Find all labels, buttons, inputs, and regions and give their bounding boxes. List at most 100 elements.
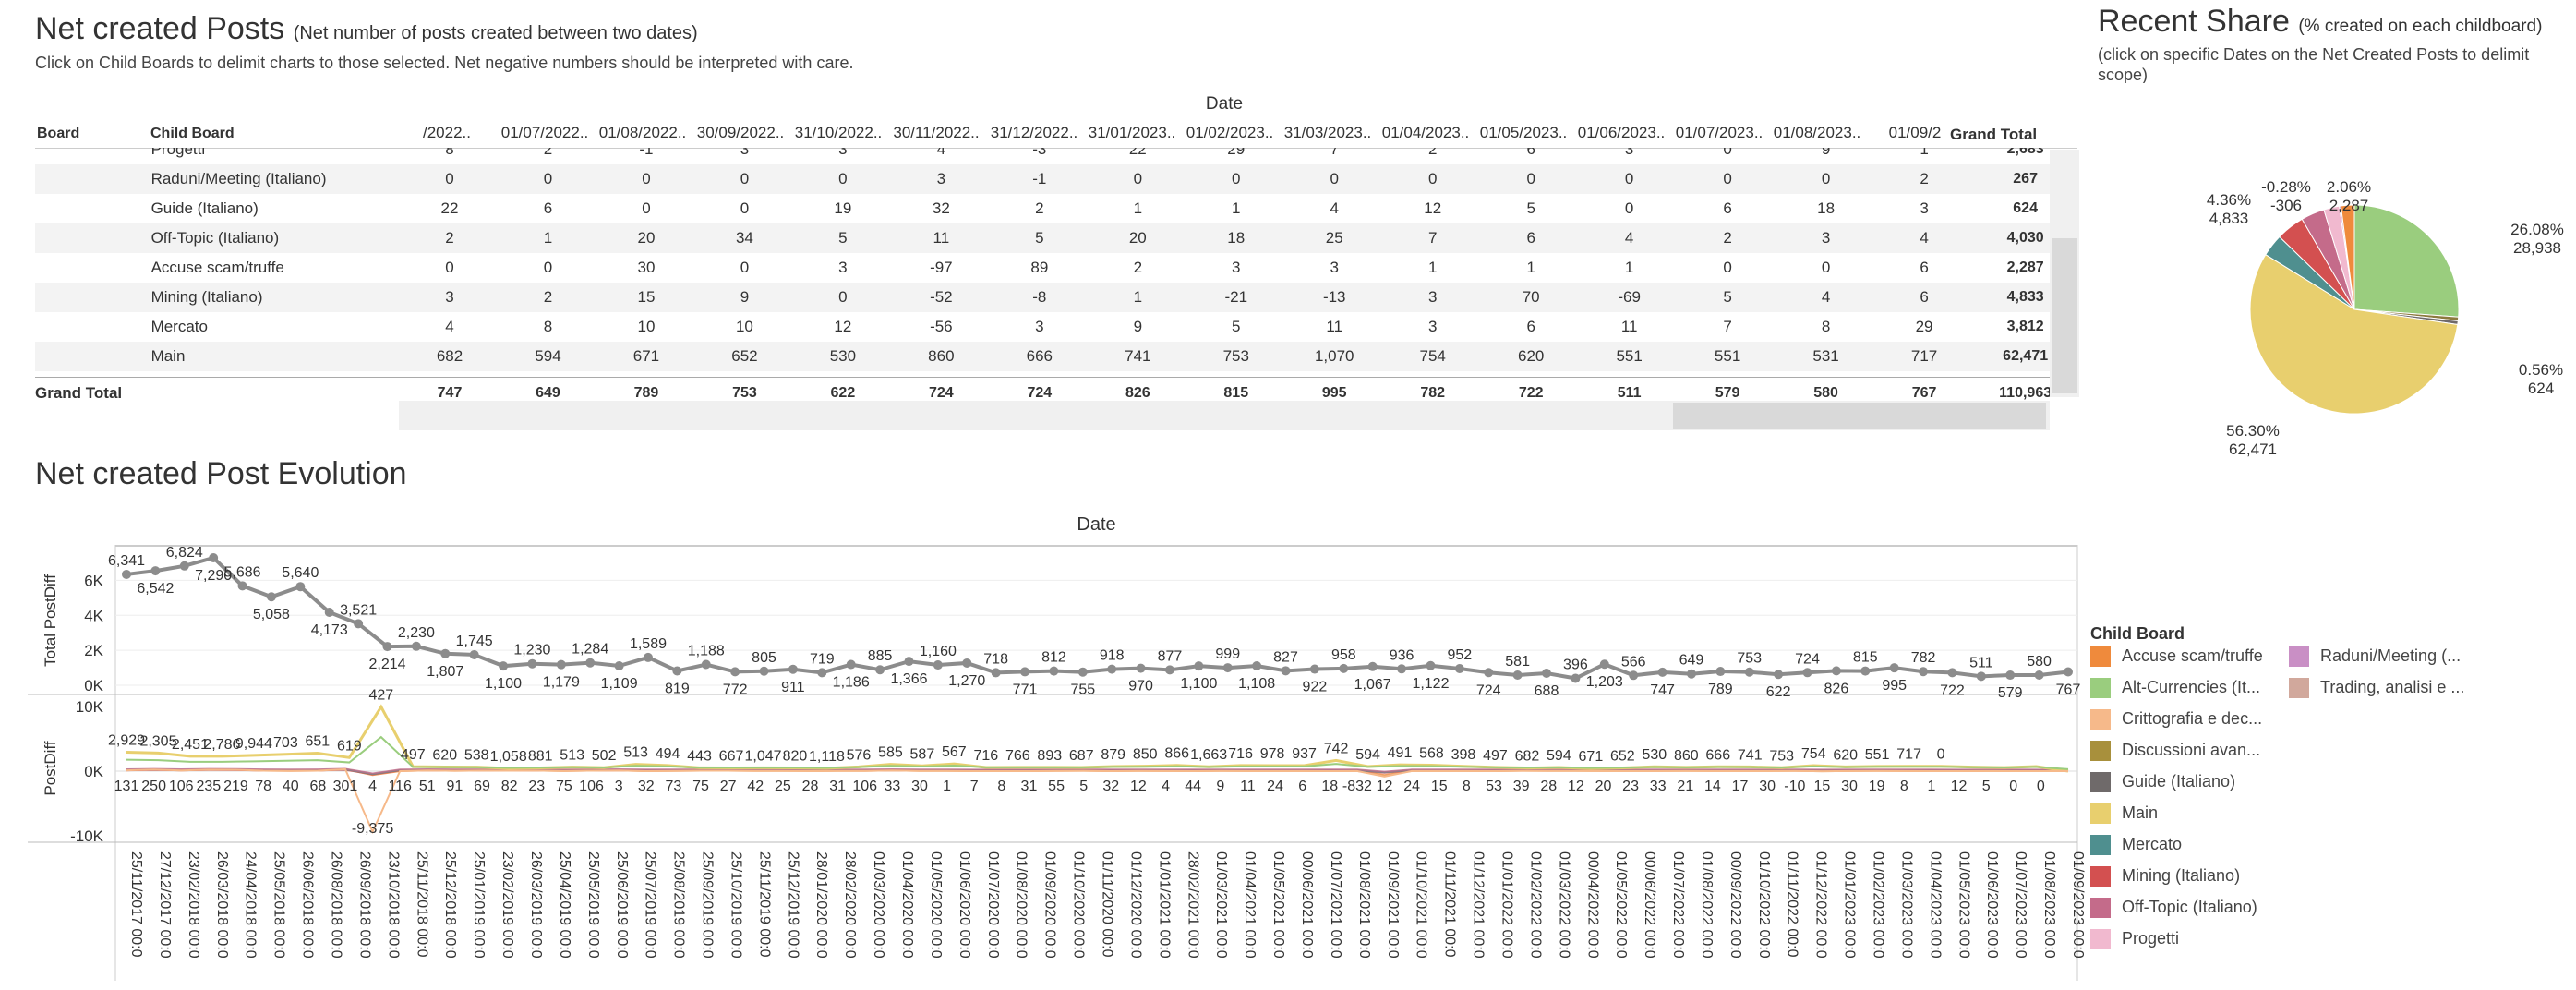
- x-axis-date-label[interactable]: 25/05/2019 00:0: [585, 851, 601, 959]
- table-cell[interactable]: 3: [1035, 318, 1044, 335]
- x-axis-date-label[interactable]: 25/12/2019 00:0: [785, 851, 800, 959]
- table-cell[interactable]: -97: [930, 259, 953, 276]
- legend-item[interactable]: Accuse scam/truffe: [2090, 646, 2263, 668]
- x-axis-date-label[interactable]: 26/03/2019 00:0: [528, 851, 544, 959]
- legend-item[interactable]: Main: [2090, 803, 2158, 825]
- x-axis-date-label[interactable]: 01/06/2020 00:0: [957, 851, 972, 959]
- table-cell[interactable]: 1: [1427, 259, 1438, 276]
- x-axis-date-label[interactable]: 01/07/2022 00:0: [1670, 851, 1686, 959]
- table-cell[interactable]: 0: [1481, 164, 1581, 194]
- total-postdiff-point[interactable]: [266, 592, 276, 602]
- legend-item[interactable]: Progetti: [2090, 929, 2179, 950]
- x-axis-date-label[interactable]: 01/05/2020 00:0: [928, 851, 944, 959]
- table-cell[interactable]: -1: [990, 164, 1089, 194]
- table-cell[interactable]: 1: [1089, 283, 1187, 312]
- table-cell[interactable]: 2: [400, 223, 500, 253]
- pie-slice[interactable]: [2249, 253, 2459, 415]
- x-axis-date-label[interactable]: 01/12/2022 00:0: [1813, 851, 1829, 959]
- table-cell[interactable]: 0: [740, 199, 750, 217]
- table-cell[interactable]: -21: [1186, 283, 1285, 312]
- x-axis-date-label[interactable]: 01/09/2020 00:0: [1042, 851, 1058, 959]
- x-axis-date-label[interactable]: 01/02/2023 00:0: [1871, 851, 1886, 959]
- x-axis-date-label[interactable]: 01/05/2021 00:0: [1270, 851, 1286, 959]
- table-cell[interactable]: 3: [1624, 148, 1634, 158]
- table-cell[interactable]: 5: [990, 223, 1089, 253]
- table-cell[interactable]: 8: [1821, 318, 1831, 335]
- table-cell[interactable]: 30: [637, 259, 656, 276]
- table-row[interactable]: Main 682 594 671 652 530 860 666 741 753 1,070 754 6…: [35, 342, 2077, 371]
- table-cell[interactable]: 620: [1481, 342, 1581, 371]
- table-cell[interactable]: 11: [1326, 318, 1343, 335]
- table-cell[interactable]: 754: [1383, 342, 1482, 371]
- table-row[interactable]: Progetti 8 2 -1 3 3 4 -3 22 29 7 2 6 3 0 9 1 2,683: [35, 148, 2077, 164]
- table-cell[interactable]: 1: [1526, 259, 1535, 276]
- table-cell[interactable]: -1: [639, 148, 654, 158]
- total-postdiff-point[interactable]: [614, 661, 624, 671]
- table-cell[interactable]: 753: [1186, 342, 1285, 371]
- table-cell[interactable]: 1: [499, 223, 597, 253]
- column-header[interactable]: /2022..: [423, 124, 471, 141]
- table-cell[interactable]: 29: [1227, 148, 1246, 158]
- total-postdiff-point[interactable]: [1107, 664, 1117, 674]
- table-cell[interactable]: -56: [930, 318, 953, 335]
- total-postdiff-point[interactable]: [1657, 667, 1667, 677]
- table-cell[interactable]: 1: [1232, 199, 1241, 217]
- table-cell[interactable]: 20: [1089, 223, 1187, 253]
- x-axis-date-label[interactable]: 28/01/2020 00:0: [813, 851, 829, 959]
- total-postdiff-point[interactable]: [150, 566, 161, 576]
- legend-item[interactable]: Mining (Italiano): [2090, 866, 2240, 887]
- total-postdiff-point[interactable]: [1629, 670, 1639, 681]
- total-postdiff-point[interactable]: [846, 659, 856, 670]
- total-postdiff-point[interactable]: [672, 666, 682, 676]
- legend-item[interactable]: Raduni/Meeting (...: [2289, 646, 2461, 668]
- table-cell[interactable]: 18: [1817, 199, 1836, 217]
- table-cell[interactable]: 25: [1285, 223, 1384, 253]
- x-axis-date-label[interactable]: 01/03/2020 00:0: [871, 851, 886, 959]
- table-cell[interactable]: 70: [1481, 283, 1581, 312]
- x-axis-date-label[interactable]: 01/07/2020 00:0: [985, 851, 1001, 959]
- x-axis-date-label[interactable]: 01/09/2023 00:0: [2070, 851, 2086, 959]
- x-axis-date-label[interactable]: 26/09/2018 00:0: [356, 851, 372, 959]
- total-postdiff-point[interactable]: [1049, 666, 1059, 676]
- table-cell[interactable]: 7: [1383, 223, 1482, 253]
- total-postdiff-point[interactable]: [1542, 668, 1552, 678]
- legend-item[interactable]: Off-Topic (Italiano): [2090, 898, 2257, 919]
- table-row[interactable]: Guide (Italiano) 22 6 0 0 19 32 2 1 1 4 12 5 0 6 18 3 624: [35, 194, 2077, 223]
- table-cell[interactable]: 0: [596, 164, 696, 194]
- table-cell[interactable]: 4: [1330, 199, 1339, 217]
- total-postdiff-point[interactable]: [1571, 673, 1581, 683]
- total-postdiff-point[interactable]: [1309, 664, 1319, 674]
- total-postdiff-point[interactable]: [295, 582, 306, 592]
- child-board-name[interactable]: Mercato: [150, 318, 208, 335]
- total-postdiff-point[interactable]: [1339, 663, 1349, 673]
- table-cell[interactable]: 9: [1821, 148, 1831, 158]
- x-axis-date-label[interactable]: 25/11/2017 00:0: [128, 851, 144, 958]
- total-postdiff-point[interactable]: [556, 659, 566, 670]
- column-header[interactable]: 01/08/2022..: [598, 124, 687, 141]
- total-postdiff-line[interactable]: [126, 555, 2069, 681]
- table-cell[interactable]: 19: [834, 199, 852, 217]
- recent-share-pie-chart[interactable]: 26.08%28,938 0.56%624 56.30%62,471 4.36%4,8…: [2151, 166, 2576, 471]
- table-cell[interactable]: 6: [1874, 283, 1974, 312]
- table-cell[interactable]: 5: [793, 223, 893, 253]
- table-cell[interactable]: 4: [445, 318, 454, 335]
- x-axis-date-label[interactable]: 01/08/2023 00:0: [2041, 851, 2057, 959]
- table-cell[interactable]: 15: [596, 283, 696, 312]
- alt-currencies-postdiff-line[interactable]: [126, 735, 2069, 770]
- pie-slice[interactable]: [2353, 204, 2460, 318]
- table-cell[interactable]: 9: [695, 283, 794, 312]
- total-postdiff-point[interactable]: [1194, 661, 1204, 671]
- table-cell[interactable]: 2: [1874, 164, 1974, 194]
- x-axis-date-label[interactable]: 01/08/2022 00:0: [1699, 851, 1715, 959]
- table-cell[interactable]: 6: [1526, 148, 1535, 158]
- x-axis-date-label[interactable]: 25/05/2018 00:0: [271, 851, 287, 959]
- total-postdiff-point[interactable]: [1860, 666, 1871, 676]
- postdiff-series-line[interactable]: [126, 767, 2068, 775]
- x-axis-date-label[interactable]: 25/06/2019 00:0: [614, 851, 630, 959]
- total-postdiff-point[interactable]: [2034, 670, 2044, 681]
- total-postdiff-point[interactable]: [1020, 667, 1030, 677]
- x-axis-date-label[interactable]: 01/11/2022 00:0: [1785, 851, 1800, 958]
- table-cell[interactable]: 2: [1678, 223, 1777, 253]
- table-cell[interactable]: 34: [695, 223, 794, 253]
- table-cell[interactable]: 4: [1776, 283, 1875, 312]
